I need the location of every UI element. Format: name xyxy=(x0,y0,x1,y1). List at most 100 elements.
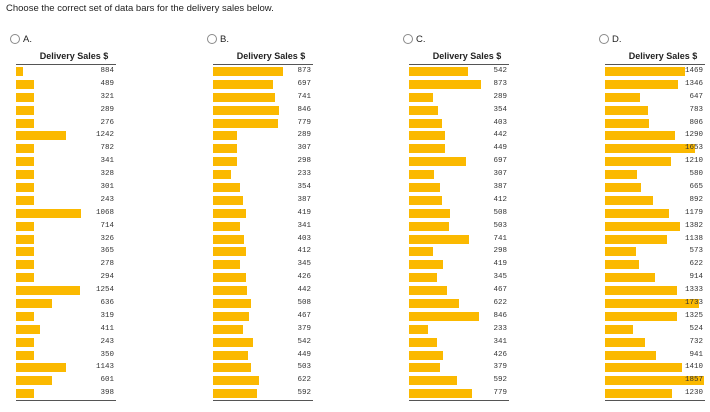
data-bar xyxy=(409,234,469,244)
table-row: 524 xyxy=(605,323,705,336)
table-row: 398 xyxy=(16,387,116,400)
table-row: 508 xyxy=(213,297,313,310)
data-bar xyxy=(605,79,678,89)
sales-value: 1179 xyxy=(684,208,703,217)
sales-value: 884 xyxy=(100,67,114,75)
data-bar xyxy=(605,389,672,399)
data-bar xyxy=(213,157,237,167)
option-a-header[interactable]: A. xyxy=(10,32,32,46)
sales-value: 354 xyxy=(297,183,311,192)
data-bar xyxy=(605,221,680,231)
sales-value: 573 xyxy=(689,247,703,256)
data-bar xyxy=(409,195,442,205)
sales-value: 636 xyxy=(100,299,114,308)
data-bar xyxy=(605,105,648,115)
option-d-header[interactable]: D. xyxy=(599,32,622,46)
data-bar xyxy=(16,157,34,167)
data-bar xyxy=(605,273,655,283)
sales-value: 601 xyxy=(100,376,114,385)
data-bar xyxy=(409,144,445,154)
data-bar xyxy=(16,221,34,231)
radio-button-a[interactable] xyxy=(10,34,20,44)
table-row: 467 xyxy=(213,310,313,323)
table-row: 503 xyxy=(409,220,509,233)
sales-value: 403 xyxy=(493,118,507,127)
table-row: 636 xyxy=(16,297,116,310)
sales-value: 298 xyxy=(493,247,507,256)
table-row: 328 xyxy=(16,168,116,181)
sales-value: 783 xyxy=(689,105,703,114)
table-row: 1143 xyxy=(16,361,116,374)
radio-button-b[interactable] xyxy=(207,34,217,44)
sales-value: 345 xyxy=(493,273,507,282)
table-row: 412 xyxy=(213,245,313,258)
radio-button-d[interactable] xyxy=(599,34,609,44)
sales-value: 1733 xyxy=(684,299,703,308)
column-title: Delivery Sales $ xyxy=(236,51,306,61)
sales-value: 301 xyxy=(100,183,114,192)
data-bar xyxy=(605,286,677,296)
table-row: 1210 xyxy=(605,155,705,168)
table-row: 503 xyxy=(213,361,313,374)
sales-value: 307 xyxy=(493,170,507,179)
sales-value: 449 xyxy=(297,350,311,359)
table-row: 783 xyxy=(605,104,705,117)
data-bar xyxy=(213,144,237,154)
table-row: 411 xyxy=(16,323,116,336)
table-row: 341 xyxy=(409,336,509,349)
table-row: 307 xyxy=(213,142,313,155)
column-title: Delivery Sales $ xyxy=(39,51,109,61)
option-c-header[interactable]: C. xyxy=(403,32,426,46)
data-bar xyxy=(409,324,428,334)
table-row: 341 xyxy=(16,155,116,168)
data-bar xyxy=(605,247,636,257)
data-bar xyxy=(16,337,34,347)
table-row: 601 xyxy=(16,374,116,387)
data-bar xyxy=(409,389,472,399)
data-bar xyxy=(605,350,656,360)
radio-button-c[interactable] xyxy=(403,34,413,44)
sales-value: 622 xyxy=(297,376,311,385)
data-bar xyxy=(16,144,34,154)
data-bar xyxy=(213,311,249,321)
table-row: 1733 xyxy=(605,297,705,310)
sales-value: 508 xyxy=(493,208,507,217)
data-bar xyxy=(213,389,257,399)
data-bar xyxy=(16,234,34,244)
table-row: 665 xyxy=(605,181,705,194)
sales-value: 1242 xyxy=(95,131,114,140)
table-row: 697 xyxy=(409,155,509,168)
sales-value: 782 xyxy=(100,144,114,153)
data-bar xyxy=(409,363,440,373)
table-row: 779 xyxy=(409,387,509,400)
data-bar xyxy=(16,79,34,89)
table-row: 419 xyxy=(409,258,509,271)
table-row: 387 xyxy=(409,181,509,194)
table-row: 403 xyxy=(409,117,509,130)
data-bar xyxy=(213,234,244,244)
option-b-header[interactable]: B. xyxy=(207,32,229,46)
data-bar xyxy=(605,131,675,141)
sales-value: 233 xyxy=(297,170,311,179)
sales-value: 294 xyxy=(100,273,114,282)
table-row: 1410 xyxy=(605,361,705,374)
sales-value: 1382 xyxy=(684,221,703,230)
table-row: 1179 xyxy=(605,207,705,220)
data-bar xyxy=(16,363,66,373)
data-bar xyxy=(605,260,639,270)
data-bar xyxy=(16,247,34,257)
table-row: 622 xyxy=(409,297,509,310)
data-bar xyxy=(409,183,440,193)
sales-value: 941 xyxy=(689,350,703,359)
sales-value: 1210 xyxy=(684,157,703,166)
table-row: 1290 xyxy=(605,129,705,142)
table-row: 1230 xyxy=(605,387,705,400)
data-bar xyxy=(605,183,641,193)
table-row: 741 xyxy=(213,91,313,104)
data-bar xyxy=(409,337,437,347)
data-bar xyxy=(213,324,243,334)
sales-value: 449 xyxy=(493,144,507,153)
table-row: 412 xyxy=(409,194,509,207)
sales-value: 278 xyxy=(100,260,114,269)
sales-value: 846 xyxy=(297,105,311,114)
